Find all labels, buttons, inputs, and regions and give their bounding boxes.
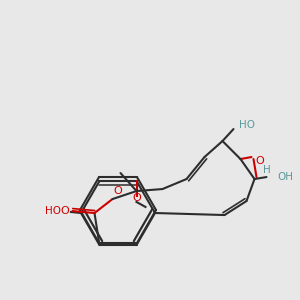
Text: HO: HO [45,206,61,216]
Text: O: O [61,206,70,216]
Text: OH: OH [278,172,293,182]
Text: O: O [256,156,264,166]
Text: O: O [132,193,141,203]
Text: HO: HO [238,120,254,130]
Text: O: O [113,186,122,196]
Text: H: H [262,165,270,175]
